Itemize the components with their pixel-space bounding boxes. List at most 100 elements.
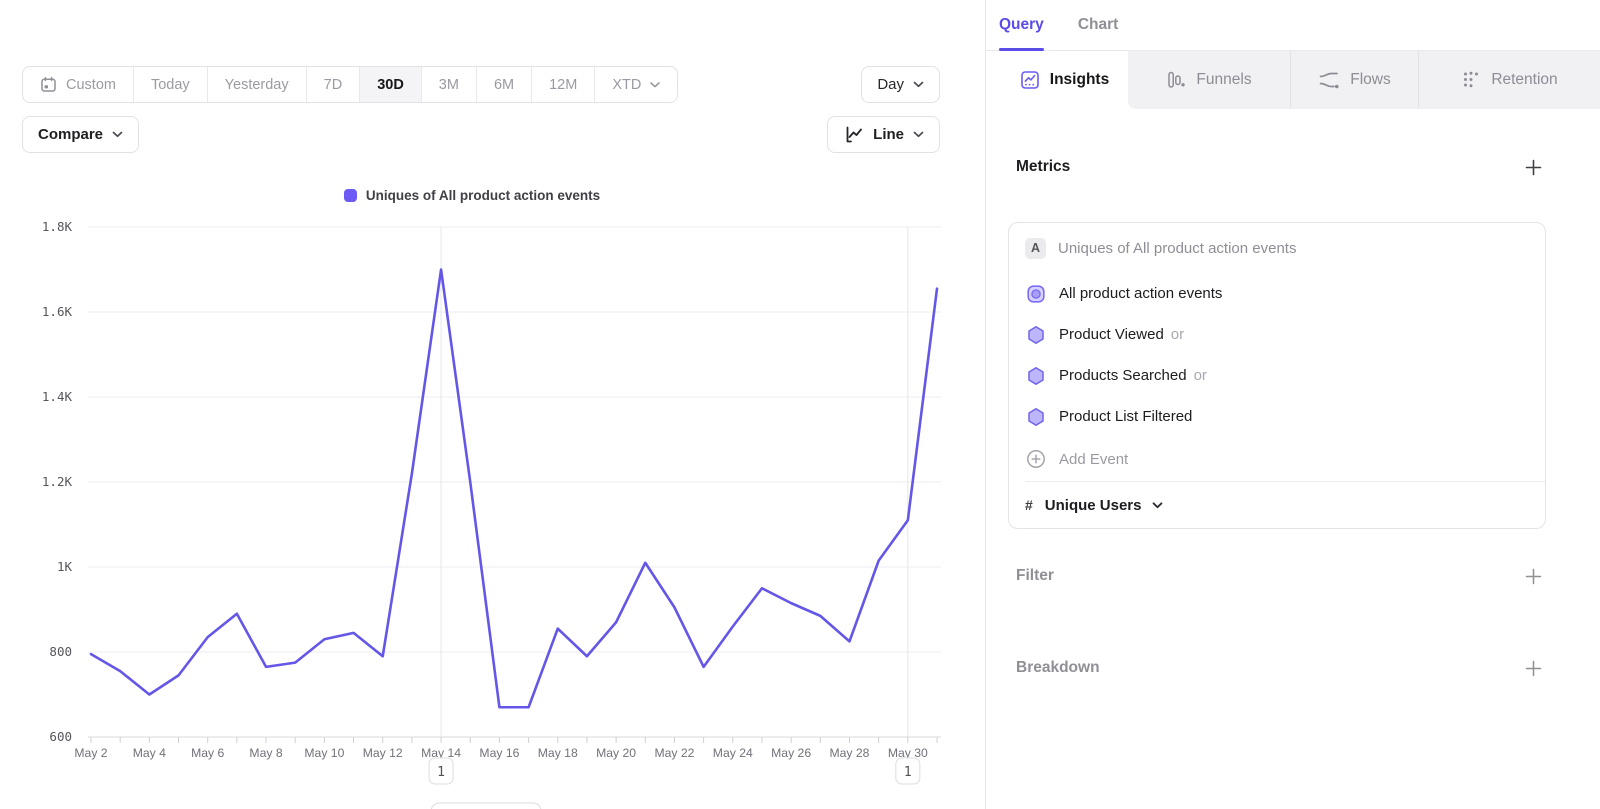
hexagon-icon <box>1025 365 1047 387</box>
line-chart-icon <box>846 126 863 143</box>
plus-icon <box>1525 568 1542 584</box>
svg-text:1: 1 <box>437 765 445 780</box>
range-label: Custom <box>66 76 116 93</box>
x-axis-label: May 12 <box>363 746 403 760</box>
tab-query[interactable]: Query <box>999 0 1044 51</box>
y-axis-label: 1.4K <box>42 389 73 404</box>
section-breakdown: Breakdown <box>1016 657 1542 679</box>
range-3m[interactable]: 3M <box>420 67 476 102</box>
event-label: Product Viewed <box>1059 326 1164 343</box>
x-axis-label: May 20 <box>596 746 636 760</box>
funnels-icon <box>1166 70 1186 90</box>
metrics-header: Metrics <box>1016 157 1542 177</box>
chevron-down-icon <box>1152 501 1163 509</box>
chevron-down-icon <box>112 131 123 138</box>
chart-legend: Uniques of All product action events <box>0 188 944 203</box>
chart-type-label: Line <box>873 126 904 143</box>
series-line <box>89 268 939 709</box>
event-row[interactable]: Products Searched or <box>1009 355 1545 396</box>
annotation-badge[interactable]: 1 <box>428 757 454 785</box>
x-axis-label: May 4 <box>133 746 166 760</box>
x-axis-label: May 30 <box>888 746 928 760</box>
range-custom[interactable]: Custom <box>23 67 133 102</box>
range-6m[interactable]: 6M <box>475 67 531 102</box>
range-yesterday[interactable]: Yesterday <box>206 67 306 102</box>
range-label: XTD <box>612 76 642 93</box>
metric-group-row: A Uniques of All product action events <box>1009 223 1545 273</box>
tab-label: Insights <box>1049 71 1110 88</box>
range-7d[interactable]: 7D <box>305 67 360 102</box>
add-event-label: Add Event <box>1059 450 1129 468</box>
report-type-tabs: Insights Funnels Flows Retention <box>986 51 1600 109</box>
metrics-title: Metrics <box>1016 158 1071 175</box>
y-axis-label: 600 <box>49 729 72 744</box>
trend-chart: 600 800 1K 1.2K 1.4K 1.6K 1.8K May 2 May 4 May 6 M… <box>42 219 941 809</box>
granularity-dropdown[interactable]: Day <box>861 66 940 103</box>
x-axis-label: May 6 <box>191 746 224 760</box>
aggregation-dropdown[interactable]: # Unique Users <box>1009 482 1545 528</box>
granularity-label: Day <box>877 76 904 93</box>
tab-label: Retention <box>1491 71 1558 88</box>
add-event-button[interactable]: Add Event <box>1009 437 1545 481</box>
query-panel: Query Chart Insights Funnels Flows Retention… <box>985 0 1600 809</box>
range-12m[interactable]: 12M <box>531 67 594 102</box>
range-label: 12M <box>549 76 578 93</box>
range-30d[interactable]: 30D <box>359 67 421 102</box>
x-axis-label: May 10 <box>304 746 344 760</box>
x-axis-label: May 28 <box>829 746 869 760</box>
section-title: Filter <box>1016 567 1054 584</box>
flows-icon <box>1318 70 1340 90</box>
annotation-popover-edge <box>430 802 542 809</box>
metric-card: A Uniques of All product action events A… <box>1008 222 1546 529</box>
y-axis-label: 1.2K <box>42 474 73 489</box>
insights-icon <box>1020 70 1040 90</box>
all-events-icon <box>1025 283 1047 305</box>
chart-type-dropdown[interactable]: Line <box>827 116 940 153</box>
event-row[interactable]: Product List Filtered <box>1009 396 1545 437</box>
plus-icon <box>1525 159 1542 175</box>
gridlines <box>88 226 941 737</box>
chevron-down-icon <box>650 81 661 87</box>
x-axis-label: May 26 <box>771 746 811 760</box>
y-axis-label: 1.6K <box>42 304 73 319</box>
range-label: 30D <box>377 76 404 93</box>
range-today[interactable]: Today <box>132 67 207 102</box>
add-breakdown-button[interactable] <box>1525 660 1542 677</box>
event-row[interactable]: Product Viewed or <box>1009 314 1545 355</box>
tab-funnels[interactable]: Funnels <box>1128 51 1291 109</box>
x-axis-label: May 16 <box>479 746 519 760</box>
add-filter-button[interactable] <box>1525 568 1542 585</box>
range-label: Yesterday <box>224 76 289 93</box>
calendar-icon <box>41 76 56 92</box>
compare-dropdown[interactable]: Compare <box>22 116 140 153</box>
range-xtd[interactable]: XTD <box>594 67 677 102</box>
aggregation-label: Unique Users <box>1044 496 1142 514</box>
y-axis-label: 1K <box>57 559 73 574</box>
hexagon-icon <box>1025 324 1047 346</box>
chevron-down-icon <box>913 131 924 138</box>
tab-insights[interactable]: Insights <box>1001 51 1128 109</box>
event-row[interactable]: All product action events <box>1009 273 1545 314</box>
tab-retention[interactable]: Retention <box>1419 51 1600 109</box>
circle-plus-icon <box>1025 448 1047 470</box>
annotation-badge[interactable]: 1 <box>895 757 921 785</box>
tab-flows[interactable]: Flows <box>1291 51 1419 109</box>
x-axis-label: May 8 <box>249 746 282 760</box>
tab-chart[interactable]: Chart <box>1077 16 1119 33</box>
hash-icon: # <box>1025 497 1033 513</box>
range-label: 3M <box>438 76 459 93</box>
svg-text:1: 1 <box>904 765 912 780</box>
compare-label: Compare <box>38 126 104 143</box>
x-axis-label: May 24 <box>713 746 753 760</box>
tab-label: Funnels <box>1196 71 1252 88</box>
card-divider <box>1025 481 1545 482</box>
range-label: 6M <box>493 76 515 93</box>
add-metric-button[interactable] <box>1525 159 1542 176</box>
y-axis-label: 1.8K <box>42 219 73 234</box>
legend-label: Uniques of All product action events <box>365 188 601 203</box>
chevron-down-icon <box>913 81 924 88</box>
metric-series-badge: A <box>1025 237 1046 259</box>
x-axis-label: May 22 <box>654 746 694 760</box>
event-label: All product action events <box>1059 285 1223 302</box>
event-label: Product List Filtered <box>1059 408 1193 425</box>
